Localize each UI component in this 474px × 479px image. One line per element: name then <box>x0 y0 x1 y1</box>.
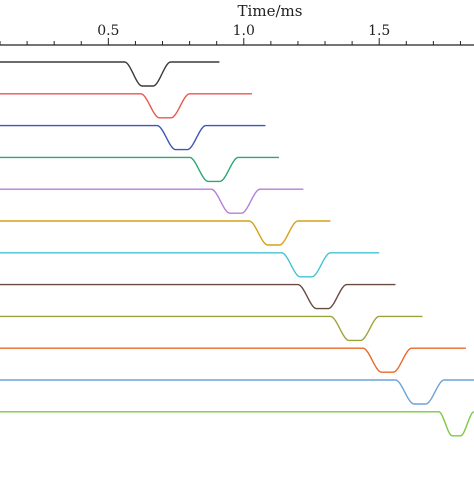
x-tick-label: 1.0 <box>233 23 255 39</box>
series-line-4 <box>0 156 279 183</box>
series-line-11 <box>0 379 474 405</box>
x-axis-ticks: 0.5 1.0 1.5 <box>0 23 461 45</box>
series-line-2 <box>0 93 252 119</box>
series-line-10 <box>0 347 466 373</box>
series-line-9 <box>0 315 423 342</box>
series-layer <box>0 61 474 437</box>
x-tick-label: 0.5 <box>97 23 119 39</box>
series-line-8 <box>0 283 396 310</box>
series-line-7 <box>0 252 380 278</box>
x-tick-label: 1.5 <box>368 23 390 39</box>
series-line-1 <box>0 61 220 87</box>
series-line-3 <box>0 124 266 151</box>
series-line-5 <box>0 188 304 214</box>
series-line-12 <box>0 411 474 437</box>
series-line-6 <box>0 220 331 246</box>
x-axis-title: Time/ms <box>238 2 303 20</box>
